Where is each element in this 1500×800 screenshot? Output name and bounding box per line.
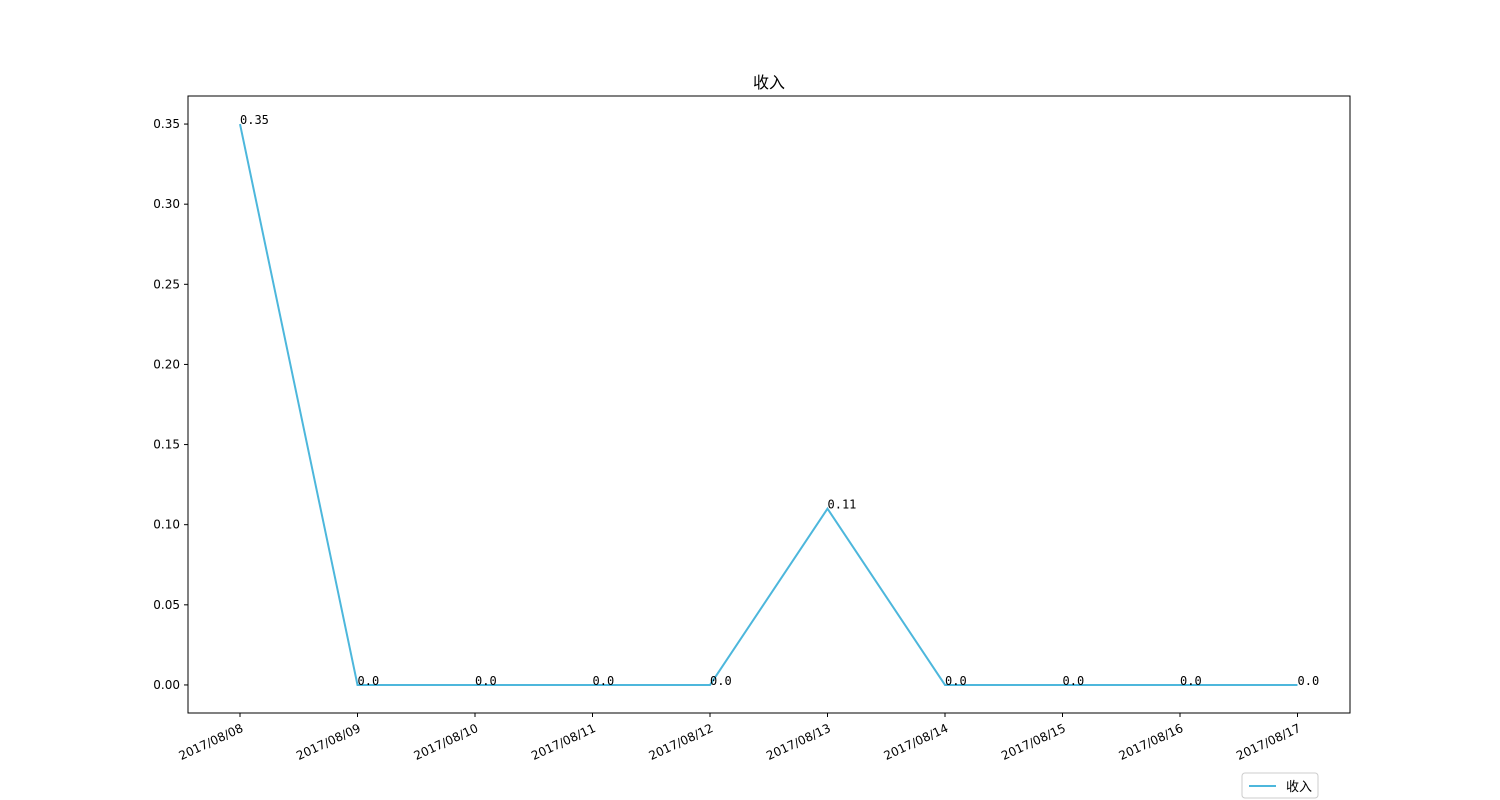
x-tick-label: 2017/08/14 [882,721,951,763]
x-tick-label: 2017/08/11 [529,721,598,763]
x-tick-label: 2017/08/08 [177,721,246,763]
x-tick-label: 2017/08/12 [647,721,716,763]
y-tick-label: 0.10 [153,518,180,532]
x-tick-label: 2017/08/17 [1234,721,1303,763]
legend: 收入 [1241,772,1319,799]
legend-label: 收入 [1286,780,1312,795]
y-tick-label: 0.05 [153,598,180,612]
series-layer: 0.35 0.0 0.0 0.0 0.0 0.11 0.0 0.0 0.0 0.0 [239,113,1320,688]
chart-title: 收入 [753,73,785,92]
x-axis: 2017/08/08 2017/08/09 2017/08/10 2017/08/11… [177,713,1303,763]
data-label: 0.35 [240,113,269,127]
data-label: 0.0 [593,674,615,688]
y-tick-label: 0.30 [153,197,180,211]
legend-box [1241,772,1319,799]
y-axis: 0.00 0.05 0.10 0.15 0.20 0.25 0.30 0.35 [153,117,188,692]
plot-area [187,95,1351,714]
data-label: 0.0 [358,674,380,688]
y-tick-label: 0.25 [153,277,180,291]
y-tick-label: 0.20 [153,357,180,371]
data-label: 0.0 [1180,674,1202,688]
data-label: 0.0 [710,674,732,688]
data-label: 0.11 [828,498,857,512]
y-tick-label: 0.15 [153,438,180,452]
x-tick-label: 2017/08/13 [764,721,833,763]
data-label: 0.0 [1298,674,1320,688]
x-tick-label: 2017/08/10 [412,721,481,763]
x-tick-label: 2017/08/09 [294,721,363,763]
x-tick-label: 2017/08/16 [1117,721,1186,763]
y-tick-label: 0.35 [153,117,180,131]
y-tick-label: 0.00 [153,678,180,692]
data-label: 0.0 [475,674,497,688]
series-line [239,123,1298,686]
x-tick-label: 2017/08/15 [999,721,1068,763]
data-label: 0.0 [1063,674,1085,688]
data-label: 0.0 [945,674,967,688]
